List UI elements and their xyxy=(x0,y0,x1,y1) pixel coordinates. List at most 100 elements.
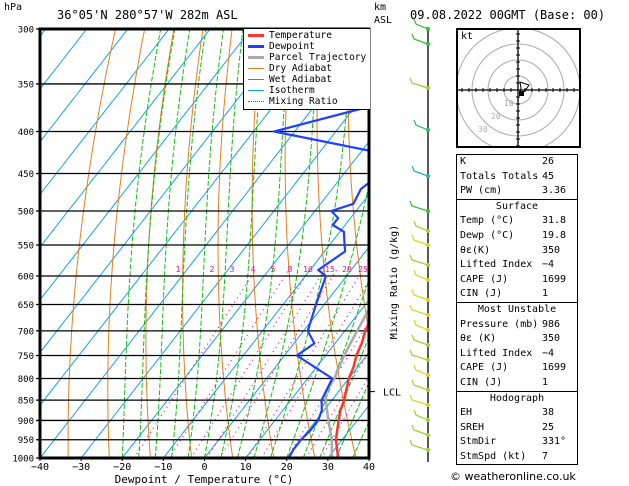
dry-adiabat-line xyxy=(107,29,146,458)
index-label: Temp (°C) xyxy=(460,215,515,227)
isotherm-line xyxy=(40,29,170,196)
index-row: Totals Totals 45 xyxy=(460,170,574,185)
wet-adiabat-line xyxy=(269,29,354,458)
wind-barb xyxy=(413,119,429,131)
pressure-unit-label: hPa xyxy=(4,2,23,13)
y-tick-label: 500 xyxy=(18,208,34,218)
index-row: StmDir 331° xyxy=(460,435,574,450)
wind-barb xyxy=(411,334,429,346)
y-tick-label: 800 xyxy=(18,375,34,385)
location-title: 36°05'N 280°57'W 282m ASL xyxy=(57,8,238,22)
index-value: 1699 xyxy=(542,273,567,285)
index-label: CIN (J) xyxy=(460,376,503,388)
asl-label: ASL xyxy=(374,15,393,26)
index-value: −4 xyxy=(542,347,555,359)
isotherm-line xyxy=(327,404,369,458)
legend-item: Mixing Ratio xyxy=(244,96,370,107)
mixing-ratio-label: 25 xyxy=(358,265,368,274)
wind-barb xyxy=(409,349,429,361)
wind-barb xyxy=(411,424,429,436)
x-tick-label: 20 xyxy=(281,462,293,473)
index-label: Lifted Index xyxy=(460,259,533,271)
wet-adiabat-line xyxy=(154,29,191,458)
index-value: 3.36 xyxy=(542,185,567,197)
km-label: km xyxy=(374,2,387,13)
wind-barb xyxy=(413,409,429,421)
mixing-ratio-axis-label: Mixing Ratio (g/kg) xyxy=(389,225,400,339)
y-tick-label: 450 xyxy=(18,170,34,180)
datetime-title: 09.08.2022 00GMT (Base: 00) xyxy=(410,8,606,22)
index-row: Dewp (°C) 19.8 xyxy=(460,229,574,244)
wind-barb xyxy=(413,18,429,30)
legend-item: Isotherm xyxy=(244,85,370,96)
hodograph-unit-label: kt xyxy=(461,31,474,42)
index-row: CAPE (J) 1699 xyxy=(460,273,574,288)
index-row: Lifted Index −4 xyxy=(460,258,574,273)
isotherm-line xyxy=(40,29,252,301)
index-label: CIN (J) xyxy=(460,288,503,300)
index-row: StmSpd (kt) 7 xyxy=(460,450,574,465)
index-row: SREH 25 xyxy=(460,421,574,436)
y-tick-label: 850 xyxy=(18,397,34,407)
wind-barb xyxy=(409,200,429,212)
index-row: Pressure (mb) 986 xyxy=(460,318,574,333)
index-value: 45 xyxy=(542,170,555,182)
index-value: 19.8 xyxy=(542,229,567,241)
index-value: 26 xyxy=(542,156,555,167)
lcl-label: LCL xyxy=(383,388,401,399)
y-tick-label: 550 xyxy=(18,241,34,251)
legend-item: Parcel Trajectory xyxy=(244,52,370,63)
mixing-ratio-label: 4 xyxy=(251,265,256,274)
index-value: 7 xyxy=(542,450,549,462)
most-unstable-box: Most Unstable Pressure (mb) 986 θε (K) 350 L… xyxy=(456,302,578,392)
x-tick-label: −10 xyxy=(154,462,172,473)
legend-swatch xyxy=(248,90,264,91)
mixing-ratio-line xyxy=(206,269,326,458)
hodograph-ring-label: 10 xyxy=(504,99,514,108)
mixing-ratio-label: 1 xyxy=(176,265,181,274)
wind-barb xyxy=(413,319,429,331)
index-row: EH 38 xyxy=(460,406,574,421)
wet-adiabat-line xyxy=(121,29,162,458)
index-label: SREH xyxy=(460,421,485,433)
index-label: θε(K) xyxy=(460,244,491,256)
mixing-ratio-line xyxy=(305,350,369,458)
dry-adiabat-line xyxy=(217,29,234,458)
dry-adiabat-line xyxy=(67,29,116,458)
wind-barb xyxy=(411,33,429,45)
index-label: Lifted Index xyxy=(460,347,533,359)
wind-barb xyxy=(411,379,429,391)
legend-swatch xyxy=(248,56,264,59)
x-tick-label: 10 xyxy=(240,462,252,473)
mixing-ratio-label: 10 xyxy=(303,265,313,274)
y-tick-label: 650 xyxy=(18,301,34,311)
wet-adiabat-line xyxy=(204,29,244,458)
temperature-profile xyxy=(334,319,369,458)
y-tick-label: 750 xyxy=(18,352,34,362)
surface-title: Surface xyxy=(495,200,539,212)
legend-item: Dry Adiabat xyxy=(244,63,370,74)
legend-label: Temperature xyxy=(269,30,332,41)
dry-adiabat-line xyxy=(582,29,629,458)
isotherm-line xyxy=(40,29,211,248)
hodograph-trace xyxy=(519,81,530,95)
x-tick-label: 30 xyxy=(322,462,334,473)
legend-label: Wet Adiabat xyxy=(269,74,332,85)
wind-barb xyxy=(413,220,429,232)
index-row: CAPE (J) 1699 xyxy=(460,361,574,376)
index-row: CIN (J) 1 xyxy=(460,376,574,391)
index-label: θε (K) xyxy=(460,333,497,345)
hodograph-indices-title: Hodograph xyxy=(489,392,545,404)
index-value: 331° xyxy=(542,436,567,448)
x-tick-label: −40 xyxy=(31,462,49,473)
index-value: 25 xyxy=(542,421,555,433)
index-label: StmSpd (kt) xyxy=(460,450,527,462)
index-row: Lifted Index −4 xyxy=(460,347,574,362)
indices-top-box: K 26 Totals Totals 45 PW (cm) 3.36 xyxy=(456,154,578,200)
legend-swatch xyxy=(248,68,264,69)
credit: © weatheronline.co.uk xyxy=(450,470,576,483)
y-tick-label: 900 xyxy=(18,417,34,427)
wind-barb xyxy=(413,269,429,281)
index-label: CAPE (J) xyxy=(460,273,509,285)
